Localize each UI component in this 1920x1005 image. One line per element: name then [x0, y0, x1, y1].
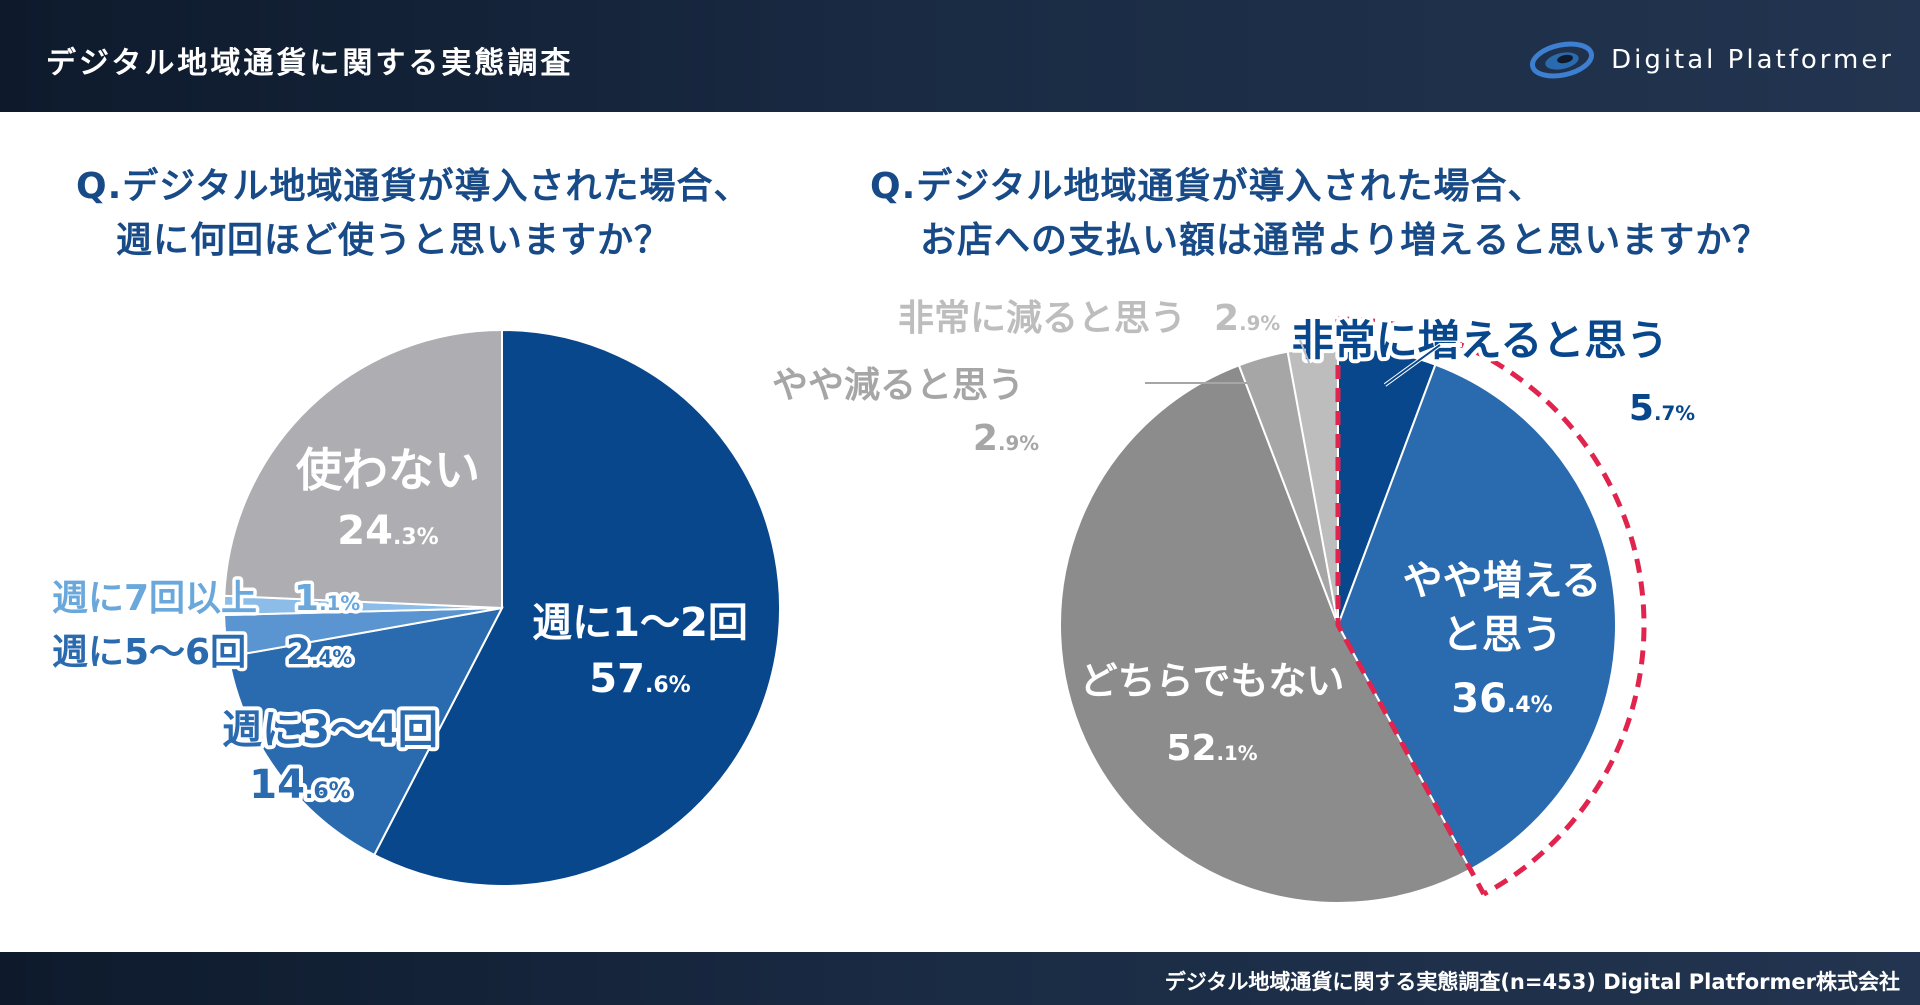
label-weekly-5-6-value: 2.4%: [286, 632, 352, 673]
brand-name: Digital Platformer: [1611, 45, 1894, 75]
pie2-slice-1: [1336, 363, 1617, 871]
label-slightly-increase-value: 36.4%: [1451, 676, 1552, 722]
label-weekly-1-2-name: 週に1〜2回: [532, 600, 748, 646]
label-weekly-1-2-value: 57.6%: [589, 656, 690, 702]
label-neutral-name: どちらでもない: [1080, 659, 1345, 703]
brand: Digital Platformer: [1529, 40, 1894, 80]
label-weekly-3-4-name: 週に3〜4回: [222, 707, 438, 753]
question-2-line2: お店への支払い額は通常より増えると思いますか？: [920, 220, 1770, 261]
footer-bar: デジタル地域通貨に関する実態調査(n=453) Digital Platform…: [0, 952, 1920, 1005]
label-not-use-name: 使わない: [296, 443, 480, 497]
source-note: デジタル地域通貨に関する実態調査(n=453) Digital Platform…: [1164, 970, 1900, 994]
label-weekly-3-4-value: 14.6%: [249, 762, 350, 808]
label-slightly-increase-name-2: と思う: [1442, 612, 1562, 658]
brand-logo-icon: [1530, 41, 1595, 79]
pie2-slice-2: [1059, 363, 1472, 905]
pie-chart-usage-frequency: [223, 328, 781, 887]
label-slightly-increase-name-1: やや増える: [1403, 558, 1602, 604]
label-weekly-7plus-name: 週に7回以上: [52, 578, 257, 619]
leader-greatly-decrease: [1299, 339, 1313, 371]
pie1-slice-4: [223, 328, 503, 610]
question-2: Q.デジタル地域通貨が導入された場合、 お店への支払い額は通常より増えると思いま…: [870, 160, 1769, 268]
chart-labels: 週に1〜2回 57.6% 週に3〜4回 14.6% 週に5〜6回 2.4% 週に7回以上 1.…: [49, 295, 1700, 813]
question-1: Q.デジタル地域通貨が導入された場合、 週に何回ほど使うと思いますか？: [76, 160, 751, 268]
label-weekly-7plus-value: 1.1%: [294, 578, 360, 619]
pie1-slice-1: [227, 606, 504, 857]
label-neutral-value: 52.1%: [1166, 728, 1257, 769]
label-greatly-decrease-value: 2.9%: [1214, 298, 1280, 339]
leader-slightly-decrease: [1145, 382, 1263, 397]
label-greatly-decrease-name: 非常に減ると思う: [898, 298, 1186, 339]
question-2-line1: Q.デジタル地域通貨が導入された場合、: [870, 166, 1545, 207]
question-1-line1: Q.デジタル地域通貨が導入された場合、: [76, 166, 751, 207]
pie-chart-payment-change: [1059, 316, 1647, 905]
pie1-slice-0: [372, 328, 781, 887]
label-not-use-value: 24.3%: [337, 508, 438, 554]
question-1-line2: 週に何回ほど使うと思いますか？: [116, 220, 672, 261]
label-weekly-5-6-name: 週に5〜6回: [52, 632, 246, 673]
header-bar: デジタル地域通貨に関する実態調査 Digital Platformer: [0, 0, 1920, 112]
label-slightly-decrease-value: 2.9%: [973, 418, 1039, 459]
label-greatly-increase-value: 5.7%: [1629, 388, 1695, 429]
label-greatly-increase-name: 非常に増えると思う: [1292, 316, 1669, 365]
leader-greatly-increase-inner: [1384, 344, 1441, 386]
page-title: デジタル地域通貨に関する実態調査: [46, 46, 574, 81]
label-slightly-decrease-name: やや減ると思う: [772, 365, 1024, 406]
